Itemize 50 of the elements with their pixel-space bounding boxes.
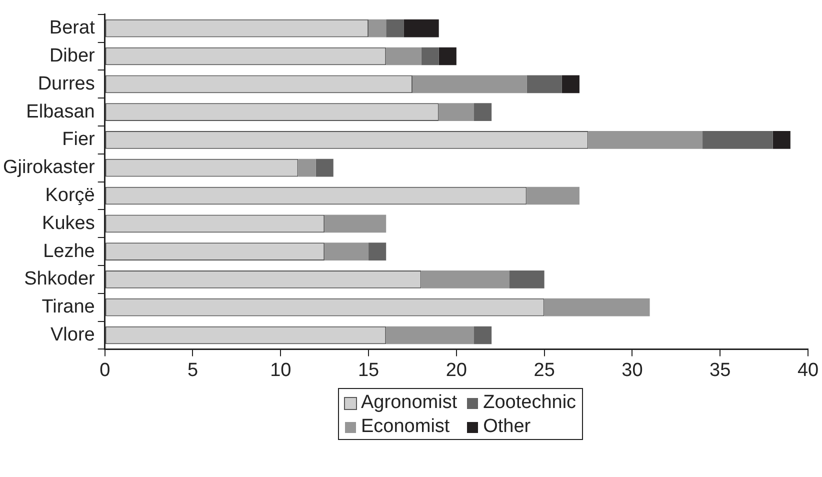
y-tick-label: Lezhe — [43, 240, 95, 262]
y-tick-label: Vlore — [50, 324, 95, 346]
y-tick-label: Korçë — [45, 184, 95, 206]
bar — [772, 131, 790, 149]
x-tick-label: 35 — [710, 360, 731, 381]
y-tick-label: Fier — [62, 129, 96, 150]
bar — [702, 131, 773, 149]
bar — [438, 103, 474, 121]
bar — [421, 270, 510, 288]
bar — [386, 326, 474, 344]
bar — [324, 214, 386, 233]
x-tick-label: 10 — [270, 360, 292, 381]
y-tick-label: Shkoder — [24, 268, 96, 290]
x-tick-label: 30 — [622, 360, 643, 381]
bar — [474, 103, 492, 121]
x-tick-label: 0 — [100, 360, 110, 381]
x-tick-label: 5 — [187, 360, 198, 381]
bar — [474, 326, 492, 344]
bar — [438, 47, 456, 66]
y-tick-label: Tirane — [42, 296, 95, 318]
bar — [368, 19, 386, 38]
y-tick-label: Gjirokaster — [2, 157, 96, 178]
bar — [386, 47, 422, 66]
y-tick-label: Elbasan — [26, 101, 95, 122]
bar — [588, 131, 703, 149]
y-tick-label: Durres — [38, 73, 95, 94]
bar — [562, 75, 580, 94]
x-tick-label: 15 — [358, 360, 380, 381]
x-tick-label: 25 — [534, 360, 555, 381]
bar — [526, 186, 580, 205]
legend-label: Agronomist — [361, 391, 458, 415]
y-tick-label: Berat — [49, 18, 96, 39]
x-tick-label: 20 — [446, 360, 467, 381]
bar — [509, 270, 544, 288]
bar — [544, 298, 650, 316]
bar — [324, 242, 369, 260]
bar — [404, 19, 439, 38]
y-tick-label: Kukes — [42, 212, 95, 234]
legend-label: Zootechnic — [483, 391, 576, 415]
bar — [421, 47, 439, 66]
x-tick-label: 40 — [797, 360, 819, 381]
legend-label: Economist — [361, 415, 450, 439]
bar — [316, 158, 334, 177]
bar — [412, 75, 527, 94]
bar — [298, 158, 316, 177]
bar — [386, 19, 404, 38]
y-tick-label: Diber — [49, 45, 96, 66]
legend-label: Other — [483, 415, 531, 439]
bar — [368, 242, 386, 260]
bar — [526, 75, 562, 94]
